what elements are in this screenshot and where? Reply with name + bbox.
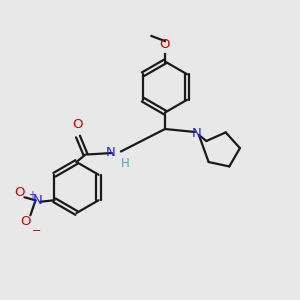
Text: N: N — [33, 194, 43, 207]
Text: O: O — [15, 186, 25, 199]
Text: +: + — [28, 190, 36, 200]
Text: N: N — [192, 127, 201, 140]
Text: H: H — [121, 157, 129, 169]
Text: −: − — [32, 226, 41, 236]
Text: O: O — [21, 215, 31, 228]
Text: O: O — [72, 118, 83, 131]
Text: O: O — [160, 38, 170, 51]
Text: N: N — [106, 146, 116, 160]
